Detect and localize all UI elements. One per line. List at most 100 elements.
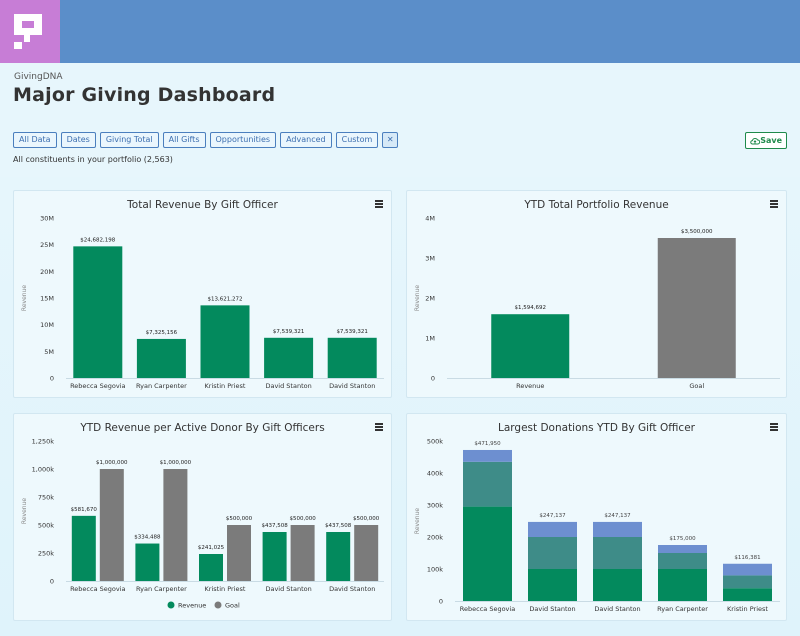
y-axis-label: Revenue [414,285,421,311]
y-tick-label: 30M [40,215,54,223]
save-label: Save [760,136,782,145]
x-tick-label: David Stanton [329,585,375,593]
bar-segment [463,461,512,507]
x-tick-label: David Stanton [329,382,375,390]
legend-revenue-marker [167,601,175,609]
filter-all-gifts-button[interactable]: All Gifts [162,132,206,148]
data-label: $334,488 [134,535,161,541]
save-button[interactable]: Save [745,132,787,149]
y-tick-label: 400k [427,470,443,478]
y-tick-label: 4M [425,215,435,223]
filter-opportunities-button[interactable]: Opportunities [209,132,277,148]
data-label: $241,025 [198,545,225,551]
y-tick-label: 500k [427,438,443,446]
bar [199,554,223,581]
bar-segment [528,537,577,569]
bar [657,238,736,378]
bar-segment [658,553,707,569]
bar [227,525,251,581]
total-revenue-chart: 0 5M 10M 15M 20M 25M 30M Revenue $24,682,198 Rebe… [21,215,384,390]
x-tick-label: Rebecca Segovia [70,382,125,390]
y-tick-label: 1,250k [32,438,55,446]
bar-segment [658,569,707,601]
y-tick-label: 1M [425,335,435,343]
x-tick-label: Rebecca Segovia [460,605,515,613]
data-label: $7,325,156 [146,330,178,336]
chart-menu-icon[interactable] [375,200,383,208]
portfolio-count: All constituents in your portfolio (2,56… [13,155,173,164]
data-label: $1,000,000 [160,460,192,466]
x-tick-label: David Stanton [594,605,640,613]
filter-advanced-button[interactable]: Advanced [280,132,332,148]
bar-segment [463,449,512,462]
filter-bar: All Data Dates Giving Total All Gifts Op… [13,132,399,148]
bar [73,246,123,378]
data-label: $7,539,321 [273,329,305,335]
filter-custom-button[interactable]: Custom [335,132,379,148]
y-tick-label: 500k [38,522,54,530]
clear-filters-button[interactable]: ✕ [382,132,399,148]
bar [327,337,377,378]
bar [290,525,315,581]
y-tick-label: 100k [427,566,443,574]
bar-segment [723,575,772,589]
y-axis-label: Revenue [21,498,28,524]
filter-all-data-button[interactable]: All Data [13,132,57,148]
bar-segment [593,537,642,569]
y-tick-label: 0 [50,578,54,586]
app-logo[interactable] [0,0,60,63]
data-label: $7,539,321 [336,329,368,335]
data-label: $581,670 [71,507,98,513]
total-revenue-panel: 0 5M 10M 15M 20M 25M 30M Revenue $24,682,198 Rebe… [13,190,392,398]
chart-menu-icon[interactable] [770,423,778,431]
y-axis-label: Revenue [21,285,28,311]
chart-menu-icon[interactable] [375,423,383,431]
data-label: $500,000 [353,516,380,522]
x-tick-label: Kristin Priest [727,605,768,613]
largest-donations-panel: 0 100k 200k 300k 400k 500k Revenue $471,950 Rebe… [406,413,787,621]
bar [491,314,570,378]
y-tick-label: 200k [427,534,443,542]
x-tick-label: David Stanton [265,382,311,390]
bar [354,525,379,581]
bar [326,531,351,581]
legend-goal-label: Goal [225,602,240,610]
revenue-per-donor-panel: 0 250k 500k 750k 1,000k 1,250k Revenue $581,670… [13,413,392,621]
x-tick-label: Rebecca Segovia [70,585,125,593]
bar-segment [593,569,642,601]
data-label: $13,621,272 [208,296,243,302]
y-tick-label: 750k [38,494,54,502]
y-tick-label: 3M [425,255,435,263]
data-label: $24,682,198 [80,237,115,243]
x-tick-label: Goal [689,382,704,390]
y-tick-label: 2M [425,295,435,303]
y-tick-label: 10M [40,321,54,329]
bar [262,531,287,581]
revenue-per-donor-chart: 0 250k 500k 750k 1,000k 1,250k Revenue $581,670… [21,438,384,610]
x-tick-label: David Stanton [265,585,311,593]
x-tick-label: David Stanton [529,605,575,613]
bar-segment [528,521,577,537]
page-title: Major Giving Dashboard [13,84,276,106]
chart-title: YTD Revenue per Active Donor By Gift Off… [80,422,325,434]
bar [136,338,186,378]
bar [71,515,96,581]
y-tick-label: 0 [431,375,435,383]
ytd-portfolio-chart: 0 1M 2M 3M 4M Revenue $1,594,692 Revenue $3,500,… [414,215,780,390]
chart-title: Total Revenue By Gift Officer [127,199,278,211]
ytd-portfolio-panel: 0 1M 2M 3M 4M Revenue $1,594,692 Revenue $3,500,… [406,190,787,398]
x-tick-label: Kristin Priest [205,585,246,593]
chart-menu-icon[interactable] [770,200,778,208]
data-label: $3,500,000 [681,229,713,235]
y-tick-label: 0 [50,375,54,383]
dashboard-header: GivingDNA Major Giving Dashboard All Dat… [0,63,800,177]
bar-segment [723,563,772,576]
bar [264,337,314,378]
legend-revenue-label: Revenue [178,602,206,610]
filter-dates-button[interactable]: Dates [60,132,96,148]
legend-goal-marker [214,601,222,609]
filter-giving-total-button[interactable]: Giving Total [99,132,159,148]
data-label: $247,137 [539,513,566,519]
data-label: $1,594,692 [515,305,547,311]
brand-name: GivingDNA [14,72,63,82]
